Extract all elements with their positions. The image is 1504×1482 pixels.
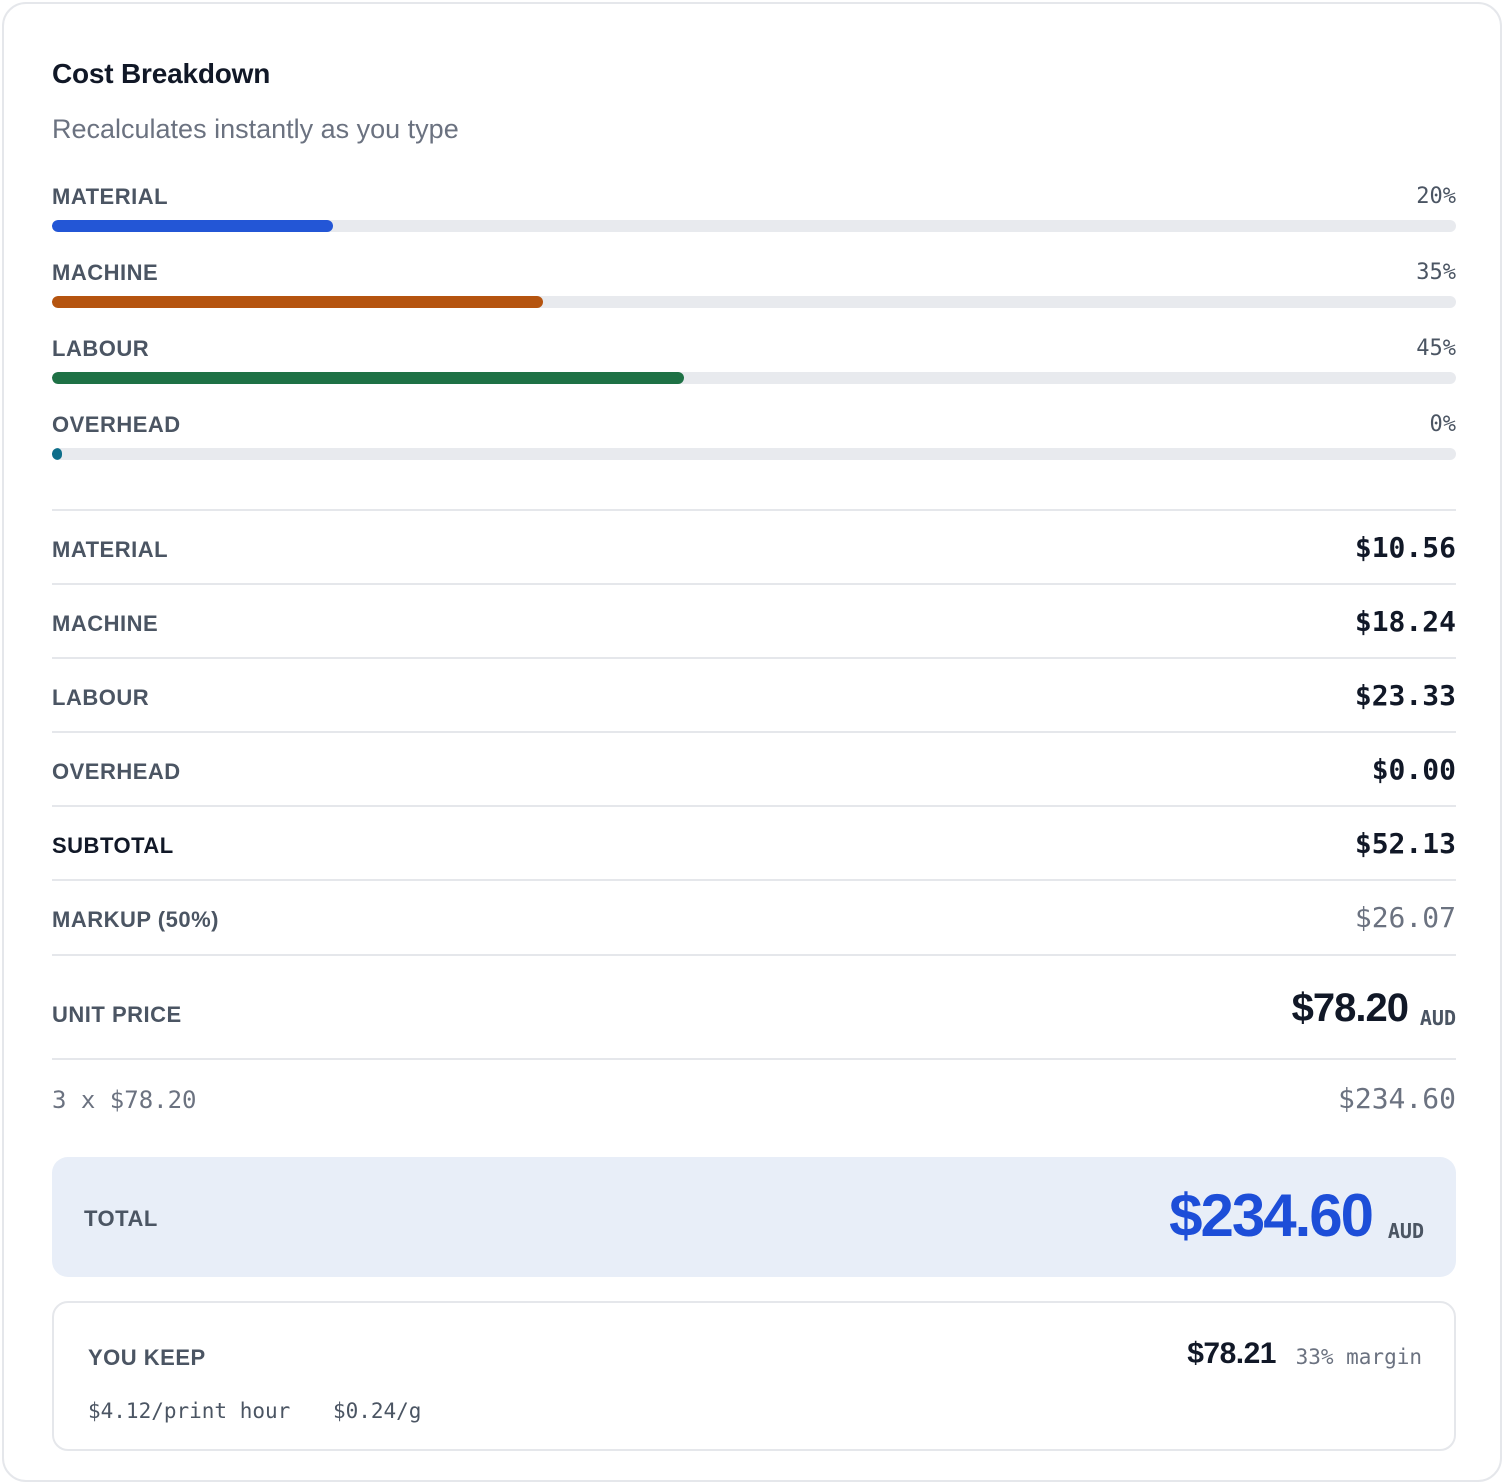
row-labour: LABOUR $23.33 xyxy=(52,657,1456,731)
you-keep-margin: 33% margin xyxy=(1295,1345,1422,1369)
total-panel: TOTAL $234.60 AUD xyxy=(52,1157,1456,1277)
row-label: LABOUR xyxy=(52,685,150,710)
you-keep-label: YOU KEEP xyxy=(88,1345,206,1370)
row-value: $23.33 xyxy=(1354,679,1456,712)
row-markup: MARKUP (50%) $26.07 xyxy=(52,879,1456,953)
bar-fill xyxy=(52,296,544,308)
unit-price-label: UNIT PRICE xyxy=(52,1002,182,1027)
bar-machine: MACHINE 35% xyxy=(52,260,1456,320)
row-label: MATERIAL xyxy=(52,537,169,562)
bar-overhead: OVERHEAD 0% xyxy=(52,412,1456,472)
row-value: $0.00 xyxy=(1371,753,1456,786)
bar-track xyxy=(52,372,1456,384)
row-machine: MACHINE $18.24 xyxy=(52,583,1456,657)
row-subtotal: SUBTOTAL $52.13 xyxy=(52,805,1456,879)
bar-track xyxy=(52,296,1456,308)
bar-labour: LABOUR 45% xyxy=(52,336,1456,396)
bar-percent: 45% xyxy=(1416,336,1456,361)
card-subtitle: Recalculates instantly as you type xyxy=(52,114,459,144)
total-label: TOTAL xyxy=(84,1206,158,1231)
per-gram: $0.24/g xyxy=(332,1399,422,1423)
per-print-hour: $4.12/print hour xyxy=(88,1399,291,1423)
row-value: $10.56 xyxy=(1354,531,1456,564)
bar-label: LABOUR xyxy=(52,336,150,361)
quantity-expression: 3 x $78.20 xyxy=(52,1086,197,1114)
row-label: MACHINE xyxy=(52,611,159,636)
you-keep-metrics: $4.12/print hour $0.24/g xyxy=(88,1399,451,1423)
row-overhead: OVERHEAD $0.00 xyxy=(52,731,1456,805)
bar-track xyxy=(52,448,1456,460)
row-value: $52.13 xyxy=(1354,827,1456,860)
bar-percent: 20% xyxy=(1416,184,1456,209)
row-label: SUBTOTAL xyxy=(52,833,174,858)
bar-fill xyxy=(52,448,62,460)
row-label: OVERHEAD xyxy=(52,759,181,784)
bar-fill xyxy=(52,372,684,384)
bar-label: MATERIAL xyxy=(52,184,169,209)
quantity-value: $234.60 xyxy=(1337,1082,1456,1115)
row-material: MATERIAL $10.56 xyxy=(52,509,1456,583)
bar-percent: 0% xyxy=(1429,412,1457,437)
row-value: $26.07 xyxy=(1354,901,1456,934)
bar-label: MACHINE xyxy=(52,260,159,285)
total-currency: AUD xyxy=(1387,1219,1424,1243)
quantity-row: 3 x $78.20 $234.60 xyxy=(52,1080,1456,1120)
you-keep-panel: YOU KEEP $78.21 33% margin $4.12/print h… xyxy=(52,1301,1456,1451)
row-value: $18.24 xyxy=(1354,605,1456,638)
row-label: MARKUP (50%) xyxy=(52,907,219,932)
you-keep-value: $78.21 xyxy=(1187,1337,1276,1370)
card-title: Cost Breakdown xyxy=(52,58,271,89)
bar-label: OVERHEAD xyxy=(52,412,181,437)
bar-track xyxy=(52,220,1456,232)
unit-price-currency: AUD xyxy=(1419,1006,1456,1030)
bar-fill xyxy=(52,220,333,232)
unit-price-value: $78.20 xyxy=(1291,986,1409,1030)
unit-price-row: UNIT PRICE $78.20 AUD xyxy=(52,954,1456,1060)
bar-percent: 35% xyxy=(1416,260,1456,285)
total-value: $234.60 xyxy=(1169,1182,1374,1249)
bar-material: MATERIAL 20% xyxy=(52,184,1456,244)
